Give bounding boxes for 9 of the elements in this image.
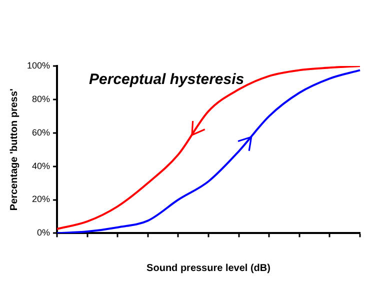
y-tick-label: 60% — [32, 127, 50, 138]
y-tick-label: 20% — [32, 194, 50, 204]
y-tick-label: 40% — [32, 160, 50, 171]
annotation: Perceptual hysteresis — [89, 71, 244, 88]
y-tick-label: 100% — [26, 60, 50, 70]
y-tick-label: 0% — [37, 228, 50, 238]
x-axis-title: Sound pressure level (dB) — [146, 262, 270, 274]
y-tick-label: 80% — [32, 94, 50, 104]
y-axis-title: Percentage 'button press' — [8, 88, 20, 211]
